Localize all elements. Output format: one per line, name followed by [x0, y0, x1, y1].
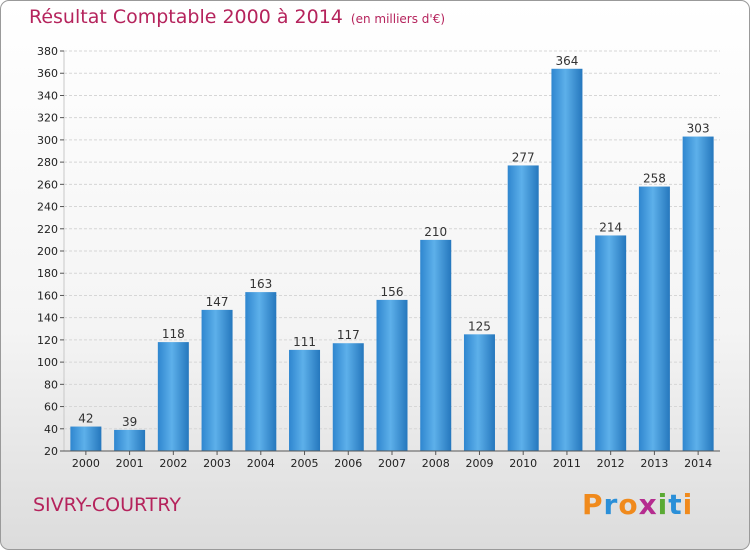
- bar: [420, 239, 452, 451]
- logo-letter: t: [668, 488, 683, 521]
- bar-value-label: 303: [687, 122, 710, 136]
- x-tick-label: 2001: [116, 457, 144, 470]
- logo-letter: o: [618, 488, 639, 521]
- y-tick-label: 140: [37, 312, 58, 325]
- x-tick-label: 2012: [597, 457, 625, 470]
- bar: [114, 429, 146, 451]
- y-tick-label: 260: [37, 178, 58, 191]
- bar: [289, 349, 321, 451]
- logo-letter: i: [682, 488, 694, 521]
- bars: 42 39 118 147 163 111 117 156 210 125 277 364 214 258…: [70, 54, 714, 452]
- bar: [595, 235, 627, 451]
- logo-letter: r: [603, 488, 619, 521]
- bar-value-label: 39: [122, 415, 137, 429]
- y-tick-label: 360: [37, 67, 58, 80]
- bar: [507, 165, 539, 451]
- y-tick-label: 20: [44, 445, 58, 458]
- x-tick-label: 2011: [553, 457, 581, 470]
- bar-value-label: 364: [555, 54, 578, 68]
- y-axis: 20 40 60 80 100 120 140 160 180 200 220 240 260 280 30…: [37, 45, 64, 458]
- bar-value-label: 214: [599, 220, 622, 234]
- x-tick-label: 2007: [378, 457, 406, 470]
- y-tick-label: 180: [37, 267, 58, 280]
- y-tick-label: 60: [44, 401, 58, 414]
- bar-value-label: 210: [424, 225, 447, 239]
- y-tick-label: 320: [37, 112, 58, 125]
- bar: [245, 292, 277, 451]
- x-tick-label: 2014: [684, 457, 712, 470]
- chart-title-text: Résultat Comptable 2000 à 2014: [29, 6, 343, 28]
- bar: [332, 343, 364, 451]
- x-tick-label: 2002: [159, 457, 187, 470]
- x-tick-label: 2000: [72, 457, 100, 470]
- bar-value-label: 156: [381, 285, 404, 299]
- x-tick-label: 2009: [465, 457, 493, 470]
- bar: [376, 299, 408, 451]
- y-tick-label: 160: [37, 289, 58, 302]
- logo-letter: P: [582, 488, 604, 521]
- bar: [551, 68, 583, 452]
- proxiti-logo: Proxiti: [582, 488, 693, 521]
- y-tick-label: 380: [37, 45, 58, 58]
- y-tick-label: 280: [37, 156, 58, 169]
- bar-value-label: 118: [162, 327, 185, 341]
- x-tick-label: 2003: [203, 457, 231, 470]
- y-tick-label: 300: [37, 134, 58, 147]
- bar-value-label: 125: [468, 319, 491, 333]
- chart-title: Résultat Comptable 2000 à 2014 (en millie…: [29, 6, 445, 28]
- bar: [70, 426, 102, 451]
- bar: [201, 309, 233, 451]
- bar: [682, 136, 714, 452]
- x-tick-label: 2005: [291, 457, 319, 470]
- bar-value-label: 42: [78, 412, 93, 426]
- logo-letter: x: [638, 488, 658, 521]
- x-tick-label: 2008: [422, 457, 450, 470]
- y-tick-label: 120: [37, 334, 58, 347]
- y-tick-label: 220: [37, 223, 58, 236]
- chart-subtitle: (en milliers d'€): [350, 12, 446, 26]
- x-axis: 2000 2001 2002 2003 2004 2005 2006 2007 2008 2009…: [64, 450, 720, 470]
- bar-value-label: 258: [643, 172, 666, 186]
- bar: [157, 342, 189, 451]
- x-tick-label: 2006: [334, 457, 362, 470]
- bar-value-label: 117: [337, 328, 360, 342]
- y-tick-label: 80: [44, 378, 58, 391]
- bar-value-label: 163: [249, 277, 272, 291]
- y-tick-label: 240: [37, 201, 58, 214]
- y-tick-label: 40: [44, 423, 58, 436]
- bar-value-label: 277: [512, 150, 535, 164]
- bar: [463, 334, 495, 451]
- x-tick-label: 2004: [247, 457, 275, 470]
- x-tick-label: 2010: [509, 457, 537, 470]
- y-tick-label: 100: [37, 356, 58, 369]
- bar-value-label: 147: [206, 295, 229, 309]
- y-tick-label: 340: [37, 89, 58, 102]
- y-tick-label: 200: [37, 245, 58, 258]
- bar-value-label: 111: [293, 335, 316, 349]
- bar: [638, 186, 670, 452]
- x-tick-label: 2013: [640, 457, 668, 470]
- logo-letter: i: [657, 488, 669, 521]
- location-name: SIVRY-COURTRY: [33, 494, 182, 516]
